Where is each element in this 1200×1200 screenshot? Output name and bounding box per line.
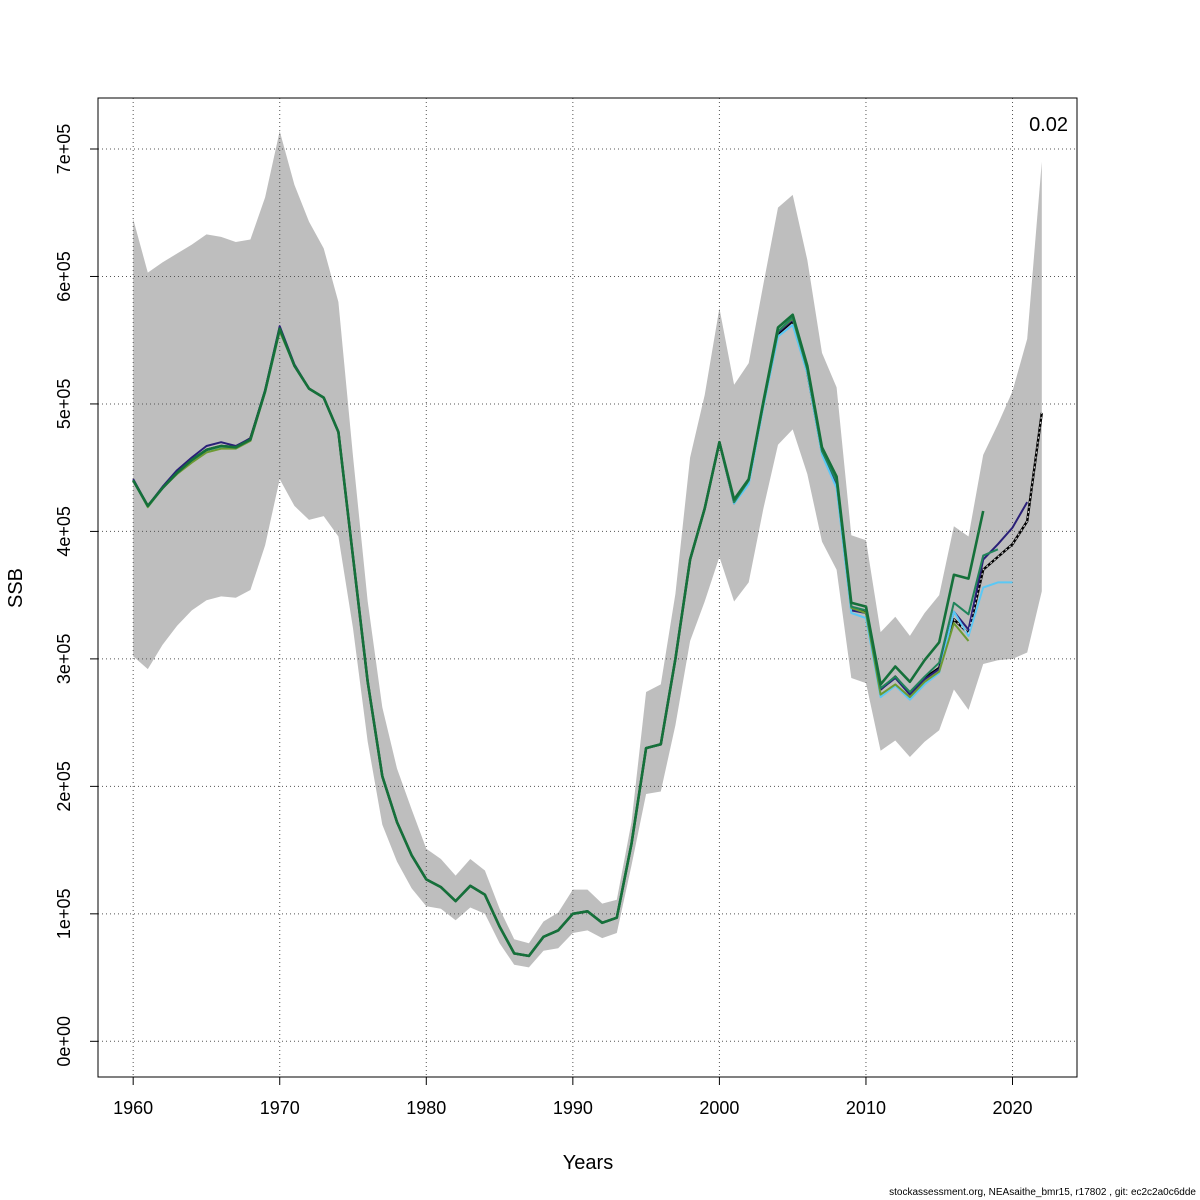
series-line-minus5 [132,313,985,958]
x-axis: 1960 1970 1980 1990 2000 2010 2020 [113,1076,1033,1118]
y-tick-label-600000: 6e+05 [54,251,74,302]
x-tick-label-2020: 2020 [992,1098,1032,1118]
y-axis: 0e+00 1e+05 2e+05 3e+05 4e+05 5e+05 6e+05 7e+05 [54,124,99,1067]
series-line-baseminusdotted [953,412,1043,635]
y-axis-title: SSB [5,568,27,608]
y-tick-label-400000: 4e+05 [54,506,74,557]
y-tick-label-200000: 2e+05 [54,761,74,812]
y-tick-label-0: 0e+00 [54,1016,74,1067]
y-tick-label-500000: 5e+05 [54,379,74,430]
y-tick-label-100000: 1e+05 [54,889,74,940]
x-axis-title: Years [563,1152,613,1174]
ci-band [133,131,1042,968]
footer-credit: stockassessment.org, NEAsaithe_bmr15, r1… [889,1187,1196,1198]
y-tick-label-700000: 7e+05 [54,124,74,175]
x-tick-label-2000: 2000 [699,1098,739,1118]
x-tick-label-2010: 2010 [846,1098,886,1118]
series-layer [132,313,1043,958]
confidence-band-layer [133,131,1042,968]
y-tick-label-300000: 3e+05 [54,634,74,685]
x-tick-label-1980: 1980 [406,1098,446,1118]
x-tick-label-1990: 1990 [553,1098,593,1118]
x-tick-label-1970: 1970 [260,1098,300,1118]
x-tick-label-1960: 1960 [113,1098,153,1118]
annotation-label: 0.02 [1029,114,1068,136]
